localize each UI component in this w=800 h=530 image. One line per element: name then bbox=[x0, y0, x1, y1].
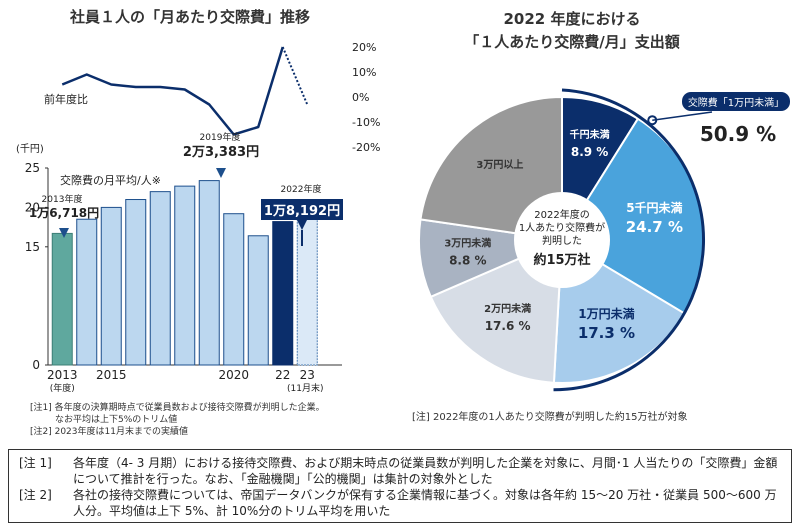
yoy-tick: 10% bbox=[352, 66, 376, 79]
left-chart: 社員１人の「月あたり交際費」推移 20% 10% 0% -10% -20% 前年度比 (… bbox=[16, 8, 380, 437]
bar-2016 bbox=[125, 199, 147, 366]
bar-2015 bbox=[100, 206, 122, 366]
pie-label-5: 3万円以上 bbox=[476, 158, 523, 171]
pie-value-2: 17.3 % bbox=[578, 324, 635, 342]
pie-center-line3: 判明した bbox=[542, 235, 582, 247]
pie-callout-value: 50.9 % bbox=[700, 122, 776, 146]
pie-note: [注] 2022年度の1人あたり交際費が判明した約15万社が対象 bbox=[412, 410, 688, 423]
pie-callout-pill bbox=[682, 92, 790, 111]
pie-value-1: 24.7 % bbox=[626, 218, 683, 236]
bar-y-tick: 0 bbox=[32, 358, 40, 372]
bar-2023 bbox=[296, 218, 318, 366]
bar-x-tick: 2015 bbox=[96, 368, 127, 382]
footer-note-1-label: [注 1] bbox=[19, 456, 52, 470]
callout-2013-value: 1万6,718円 bbox=[29, 206, 99, 220]
left-note-3: [注2] 2023年度は11月末までの実績値 bbox=[30, 425, 188, 437]
yoy-line-partial bbox=[281, 46, 309, 105]
pie-center-line4: 約15万社 bbox=[533, 252, 590, 268]
series-label: 交際費の月平均/人※ bbox=[60, 173, 161, 187]
left-note-1: [注1] 各年度の決算期時点で従業員数および接待交際費が判明した企業。 bbox=[30, 401, 325, 413]
pie-title-line2: 「１人あたり交際費/月」支出額 bbox=[464, 33, 679, 51]
pie-label-3: 2万円未満 bbox=[484, 302, 531, 315]
callout-2022-box bbox=[261, 199, 343, 220]
footer-note-2: [注 2] 各社の接待交際費については、帝国データバンクが保有する企業情報に基づ… bbox=[19, 487, 781, 519]
pie-slice-5 bbox=[419, 95, 563, 242]
pie-slice-3 bbox=[429, 238, 564, 384]
bar-x-tick: 2013 bbox=[47, 368, 78, 382]
bar-x-unit: (年度) bbox=[50, 382, 75, 394]
left-note-2: なお平均は上下5%のトリム値 bbox=[55, 413, 177, 425]
bar-2014 bbox=[76, 218, 98, 366]
pie-value-3: 17.6 % bbox=[485, 319, 531, 333]
bar-2017 bbox=[149, 191, 171, 366]
yoy-line bbox=[61, 46, 284, 136]
pie-callout-leader bbox=[652, 111, 713, 121]
bar-2020 bbox=[223, 213, 245, 366]
pie-center-line2: 1人あたり交際費が bbox=[519, 221, 605, 234]
pie-center-circle bbox=[514, 192, 610, 288]
yoy-tick: 20% bbox=[352, 41, 376, 54]
pie-callout-arc bbox=[553, 88, 705, 392]
pie-value-4: 8.8 % bbox=[449, 253, 486, 267]
callout-2022-label: 2022年度 bbox=[281, 183, 322, 195]
bar-x-tick: 2020 bbox=[218, 368, 249, 382]
footer-note-2-label: [注 2] bbox=[19, 488, 52, 502]
y-axis-unit: (千円) bbox=[16, 143, 44, 155]
right-chart: 2022 年度における 「１人あたり交際費/月」支出額 千円未満 8.9 % 5千円… bbox=[412, 10, 790, 423]
pie-label-1: 5千円未満 bbox=[626, 200, 682, 215]
pie-callout-label: 交際費「1万円未満」 bbox=[688, 96, 784, 109]
pie-center-line1: 2022年度の bbox=[534, 208, 589, 221]
bar-x-tick: 23 bbox=[300, 368, 315, 382]
bar-y-tick: 25 bbox=[25, 161, 40, 175]
yoy-tick: -20% bbox=[352, 141, 380, 154]
pie-label-2: 1万円未満 bbox=[578, 306, 634, 321]
footer-notes: [注 1] 各年度（4- 3 月期）における接待交際費、および期末時点の従業員数… bbox=[8, 449, 792, 523]
bar-2022 bbox=[272, 221, 294, 366]
yoy-tick: -10% bbox=[352, 116, 380, 129]
callout-2022-value: 1万8,192円 bbox=[264, 204, 340, 219]
bar-2018 bbox=[174, 185, 196, 366]
bar-2019 bbox=[198, 180, 220, 366]
pie-value-0: 8.9 % bbox=[571, 145, 608, 159]
callout-2013-marker bbox=[59, 228, 69, 238]
footer-note-1-text: 各年度（4- 3 月期）における接待交際費、および期末時点の従業員数が判明した企… bbox=[73, 456, 778, 486]
yoy-label: 前年度比 bbox=[44, 92, 88, 106]
callout-2022-pointer bbox=[297, 220, 307, 230]
bar-x-sub-2023: (11月末) bbox=[287, 382, 323, 394]
footer-note-1: [注 1] 各年度（4- 3 月期）における接待交際費、および期末時点の従業員数… bbox=[19, 455, 781, 487]
pie-label-4: 3万円未満 bbox=[444, 236, 491, 249]
bar-x-tick: 22 bbox=[275, 368, 290, 382]
callout-2019-value: 2万3,383円 bbox=[183, 145, 259, 160]
bar-y-tick: 15 bbox=[25, 240, 40, 254]
callout-2019-label: 2019年度 bbox=[200, 131, 241, 143]
yoy-tick: 0% bbox=[352, 91, 369, 104]
callout-2019-marker bbox=[216, 168, 226, 178]
bar-2013 bbox=[51, 232, 73, 366]
bar-2021 bbox=[247, 235, 269, 366]
callout-2013-label: 2013年度 bbox=[42, 193, 83, 205]
left-chart-title: 社員１人の「月あたり交際費」推移 bbox=[69, 8, 310, 26]
pie-label-0: 千円未満 bbox=[570, 128, 610, 141]
footer-note-2-text: 各社の接待交際費については、帝国データバンクが保有する企業情報に基づく。対象は各… bbox=[73, 488, 777, 518]
pie-title-line1: 2022 年度における bbox=[504, 10, 641, 28]
bar-y-tick: 20 bbox=[25, 200, 40, 214]
